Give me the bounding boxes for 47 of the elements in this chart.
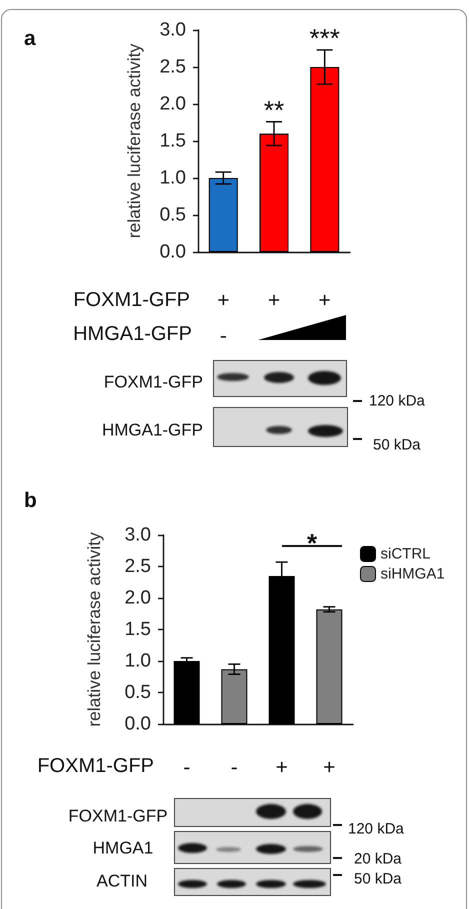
bar bbox=[316, 609, 342, 724]
y-tick-label: 0.0 bbox=[160, 242, 186, 262]
x-tick-label: + bbox=[323, 756, 336, 779]
x-tick-label: - bbox=[230, 756, 238, 779]
y-tick-label: 3.0 bbox=[160, 20, 186, 40]
chart-title: b bbox=[24, 489, 37, 512]
y-tick-label: 2.5 bbox=[124, 556, 151, 577]
text: HMGA1-GFP bbox=[73, 323, 192, 345]
text: a bbox=[24, 27, 36, 50]
x-tick-label: + bbox=[276, 756, 288, 779]
text: HMGA1-GFP bbox=[102, 420, 203, 440]
text: 120 kDa bbox=[369, 392, 425, 410]
x-tick-label: + bbox=[217, 289, 230, 312]
bar bbox=[221, 669, 248, 724]
y-tick-label: 2.0 bbox=[160, 94, 186, 114]
data-label: ** bbox=[264, 94, 284, 125]
y-axis-title: relative luciferase activity bbox=[84, 532, 104, 727]
x-axis-title: FOXM1-GFP bbox=[73, 289, 190, 311]
y-tick-label: 0.5 bbox=[160, 204, 186, 226]
text: 120 kDa bbox=[348, 820, 404, 838]
legend-label: siHMGA1 bbox=[380, 566, 445, 582]
legend-label: siCTRL bbox=[380, 546, 431, 562]
y-tick-label: 1.0 bbox=[160, 168, 186, 188]
x-axis-title: FOXM1-GFP bbox=[37, 755, 154, 777]
text: - bbox=[220, 324, 227, 348]
text: ACTIN bbox=[96, 872, 148, 890]
text: 50 kDa bbox=[354, 870, 402, 888]
text: HMGA1 bbox=[92, 838, 154, 858]
y-tick-label: 0.0 bbox=[124, 714, 151, 734]
x-tick-label: - bbox=[183, 756, 190, 779]
y-tick-label: 1.5 bbox=[160, 130, 186, 152]
x-tick-label: + bbox=[318, 289, 331, 312]
x-tick-label: + bbox=[268, 289, 280, 312]
y-tick-label: 1.5 bbox=[124, 619, 151, 640]
bar bbox=[174, 661, 200, 724]
annotation: * bbox=[306, 528, 318, 558]
text: 20 kDa bbox=[354, 850, 402, 868]
y-tick-label: 2.0 bbox=[124, 588, 151, 608]
data-label: *** bbox=[309, 22, 340, 53]
text: FOXM1-GFP bbox=[68, 806, 168, 826]
text: 50 kDa bbox=[373, 436, 421, 454]
y-tick-label: 2.5 bbox=[160, 56, 186, 78]
y-tick-label: 3.0 bbox=[124, 524, 151, 546]
y-axis-title: relative luciferase activity bbox=[124, 44, 144, 238]
y-tick-label: 1.0 bbox=[124, 650, 151, 672]
y-tick-label: 0.5 bbox=[124, 682, 151, 703]
text: FOXM1-GFP bbox=[104, 372, 203, 392]
